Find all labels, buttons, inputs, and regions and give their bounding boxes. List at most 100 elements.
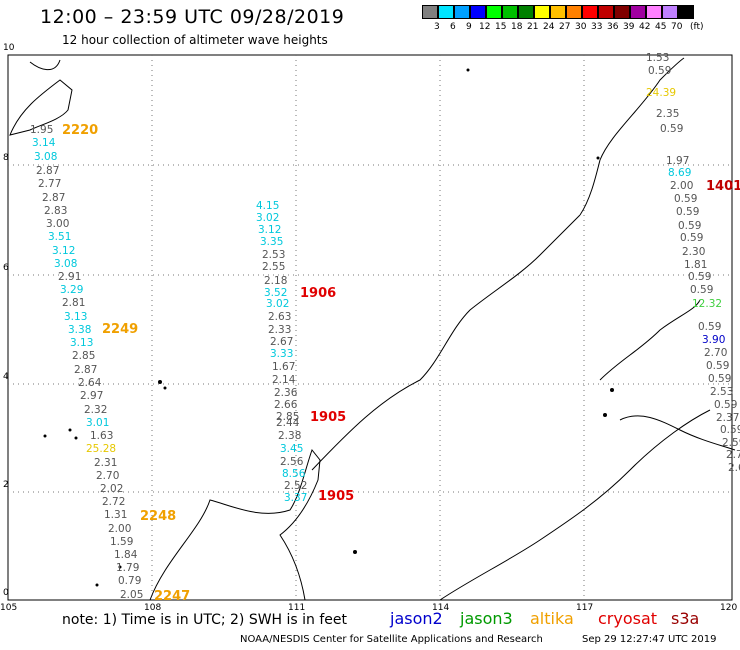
scale-label: 27 — [559, 22, 571, 32]
swh-value: 2.87 — [36, 165, 60, 177]
scale-swatch — [598, 5, 614, 19]
scale-swatch — [518, 5, 534, 19]
scale-swatch — [422, 5, 438, 19]
swh-value: 24.39 — [646, 87, 677, 99]
scale-label: 30 — [575, 22, 587, 32]
scale-swatch — [662, 5, 678, 19]
pass-time-label: 1401 — [706, 179, 740, 194]
swh-value: 2.05 — [120, 589, 144, 601]
scale-label: 42 — [639, 22, 651, 32]
coast-borneo — [149, 448, 321, 601]
swh-value: 3.51 — [48, 231, 72, 243]
swh-value: 2.59 — [722, 437, 740, 449]
swh-value: 2.63 — [268, 311, 292, 323]
swh-value: 1.63 — [90, 430, 114, 442]
swh-value: 1.67 — [272, 361, 296, 373]
scale-label: 33 — [591, 22, 603, 32]
swh-value: 3.33 — [270, 348, 294, 360]
swh-value: 1.95 — [30, 124, 54, 136]
scale-label: 24 — [543, 22, 555, 32]
scale-swatch — [646, 5, 662, 19]
swh-value: 0.59 — [678, 220, 702, 232]
scale-label: 45 — [655, 22, 667, 32]
coast-indochina — [9, 79, 73, 136]
lon-label: 120 — [720, 603, 738, 613]
swh-value: 2.85 — [276, 411, 300, 423]
swh-value: 3.02 — [266, 298, 290, 310]
swh-value: 0.79 — [118, 575, 142, 587]
swh-value: 3.90 — [702, 334, 726, 346]
swh-value: 1.97 — [666, 155, 690, 167]
swh-value: 3.38 — [68, 324, 92, 336]
lat-label: 10 — [3, 43, 15, 53]
scale-swatch — [614, 5, 630, 19]
scale-swatch — [550, 5, 566, 19]
swh-value: 3.13 — [64, 311, 88, 323]
scale-label: 39 — [623, 22, 635, 32]
swh-value: 2.31 — [94, 457, 118, 469]
scale-label: 9 — [466, 22, 472, 32]
swh-value: 3.45 — [280, 443, 304, 455]
credit-text: NOAA/NESDIS Center for Satellite Applica… — [240, 634, 543, 645]
lat-label: 4 — [3, 372, 9, 382]
swh-value: 12.32 — [692, 298, 723, 310]
coast-sulawesi-east — [619, 415, 736, 451]
pass-time-label: 2220 — [62, 123, 99, 138]
scale-swatch — [454, 5, 470, 19]
swh-value: 2.37 — [716, 412, 740, 424]
swh-value: 2.87 — [74, 364, 98, 376]
map-frame — [7, 54, 733, 601]
swh-value: 2.56 — [280, 456, 304, 468]
swh-value: 2.6 — [728, 462, 740, 474]
swh-value: 3.08 — [34, 151, 58, 163]
scale-label: 36 — [607, 22, 619, 32]
swh-value: 2.14 — [272, 374, 296, 386]
coast-mindanao-south — [439, 409, 711, 601]
swh-value: 2.7 — [726, 449, 740, 461]
swh-value: 1.81 — [684, 259, 708, 271]
swh-value: 2.72 — [102, 496, 126, 508]
page-title: 12:00 – 23:59 UTC 09/28/2019 — [40, 6, 345, 28]
lon-label: 105 — [0, 603, 18, 613]
graticule — [8, 55, 732, 600]
generated-timestamp: Sep 29 12:27:47 UTC 2019 — [582, 634, 717, 645]
swh-value: 0.59 — [708, 373, 732, 385]
swh-value: 0.59 — [648, 65, 672, 77]
coast-palawan — [311, 214, 581, 471]
swh-value: 2.52 — [284, 480, 308, 492]
scale-label: 15 — [495, 22, 507, 32]
scale-label: 3 — [434, 22, 440, 32]
swh-value: 0.59 — [690, 284, 714, 296]
swh-value: 1.84 — [114, 549, 138, 561]
swh-value: 3.35 — [260, 236, 284, 248]
scale-swatch — [486, 5, 502, 19]
scale-unit: (ft) — [690, 22, 704, 32]
swh-value: 1.59 — [110, 536, 134, 548]
pass-time-label: 2247 — [154, 589, 191, 604]
swh-value: 2.77 — [38, 178, 62, 190]
swh-value: 2.38 — [278, 430, 302, 442]
swh-value: 1.31 — [104, 509, 128, 521]
swh-value: 3.12 — [258, 224, 282, 236]
satellite-s3a: s3a — [671, 609, 700, 628]
swh-value: 3.29 — [60, 284, 84, 296]
swh-value: 2.00 — [108, 523, 132, 535]
scale-label: 70 — [671, 22, 683, 32]
color-scale-labels: 3 6 9 12 15 18 21 24 27 30 33 36 39 42 45 70 (ft) — [422, 22, 740, 34]
swh-value: 3.52 — [264, 287, 288, 299]
swh-value: 3.01 — [86, 417, 110, 429]
swh-value: 2.00 — [670, 180, 694, 192]
swh-value: 3.12 — [52, 245, 76, 257]
swh-value: 0.59 — [714, 399, 738, 411]
swh-value: 2.67 — [270, 336, 294, 348]
swh-value: 2.55 — [262, 261, 286, 273]
pass-time-label: 1906 — [300, 286, 337, 301]
satellite-jason3: jason3 — [460, 609, 513, 628]
swh-value: 2.66 — [274, 399, 298, 411]
swh-value: 2.97 — [80, 390, 104, 402]
lat-label: 6 — [3, 263, 9, 273]
swh-value: 2.81 — [62, 297, 86, 309]
scale-swatch — [470, 5, 486, 19]
swh-value: 25.28 — [86, 443, 117, 455]
